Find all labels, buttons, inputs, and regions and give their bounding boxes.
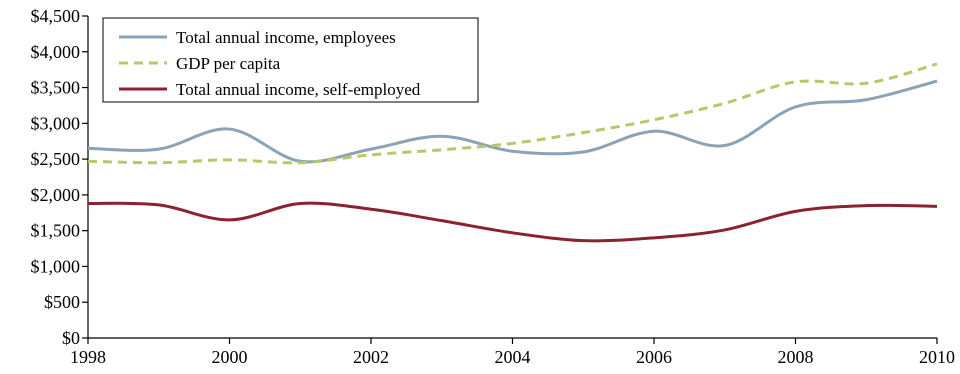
y-tick-label: $2,500 [31, 149, 81, 169]
y-tick-label: $4,500 [31, 6, 81, 26]
y-ticks: $0 $500 $1,000 $1,500 $2,000 $2,500 $3,000 $3,5… [31, 6, 88, 348]
y-tick-label: $3,500 [31, 78, 81, 98]
x-tick-label: 2010 [919, 347, 955, 367]
x-tick-label: 2000 [212, 347, 248, 367]
legend-label-employees: Total annual income, employees [176, 28, 396, 47]
x-tick-label: 2004 [495, 347, 531, 367]
series-line-employees [87, 79, 938, 164]
series-lines [87, 62, 938, 243]
x-tick-label: 2008 [778, 347, 814, 367]
y-tick-label: $3,000 [31, 113, 81, 133]
y-tick-label: $4,000 [31, 42, 81, 62]
x-tick-label: 2006 [636, 347, 672, 367]
y-tick-label: $2,000 [31, 185, 81, 205]
y-tick-label: $500 [44, 292, 80, 312]
x-ticks: 1998 2000 2002 2004 2006 2008 2010 [70, 338, 955, 367]
legend-label-gdp: GDP per capita [176, 54, 281, 73]
y-tick-label: $1,000 [31, 256, 81, 276]
x-tick-label: 2002 [353, 347, 389, 367]
y-tick-label: $0 [62, 328, 80, 348]
series-line-self-employed [87, 201, 938, 243]
series-line-gdp-per-capita [87, 62, 938, 165]
legend: Total annual income, employees GDP per c… [102, 17, 479, 103]
x-tick-label: 1998 [70, 347, 106, 367]
y-tick-label: $1,500 [31, 221, 81, 241]
legend-label-self-employed: Total annual income, self-employed [176, 80, 421, 99]
